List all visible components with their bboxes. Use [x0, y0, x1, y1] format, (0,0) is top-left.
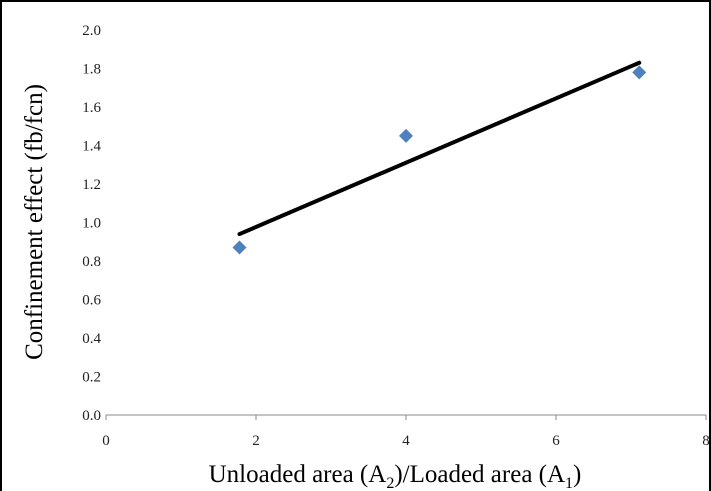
y-tick-label: 0.0	[82, 408, 101, 424]
data-point-diamond	[632, 65, 647, 80]
trendline	[237, 60, 642, 237]
x-tick-label: 2	[252, 433, 260, 449]
x-axis-title-subscript-2: 2	[386, 475, 394, 491]
y-axis-title: Confinement effect (fb/fcn)	[21, 84, 48, 360]
y-axis-ticks: 0.0 0.2 0.4 0.6 0.8 1.0 1.2 1.4 1.6 1.8 2.0	[82, 23, 101, 424]
x-axis-title: Unloaded area (A2)/Loaded area (A1)	[209, 461, 582, 491]
y-tick-label: 0.6	[82, 293, 101, 309]
x-axis-title-subscript-1: 1	[565, 475, 573, 491]
x-tick-label: 8	[702, 433, 710, 449]
y-tick-label: 1.2	[82, 177, 101, 193]
y-tick-label: 1.0	[82, 216, 101, 232]
x-axis-ticks: 0 2 4 6 8	[102, 415, 710, 449]
data-point-diamond	[399, 128, 413, 143]
x-axis-title-part-3: )	[573, 461, 581, 488]
y-tick-label: 1.8	[82, 62, 101, 78]
x-tick-label: 0	[102, 433, 110, 449]
data-points	[232, 65, 647, 255]
y-tick-label: 0.2	[82, 370, 101, 386]
y-tick-label: 2.0	[82, 23, 101, 39]
x-axis-title-part-1: Unloaded area (A	[209, 461, 387, 488]
y-tick-label: 0.8	[82, 254, 101, 270]
x-axis-title-part-2: )/Loaded area (A	[394, 461, 565, 488]
trendline-group	[237, 60, 642, 237]
data-point-diamond	[232, 240, 247, 255]
x-tick-label: 4	[402, 433, 410, 449]
y-tick-label: 0.4	[82, 331, 101, 347]
y-tick-label: 1.4	[82, 139, 101, 155]
x-tick-label: 6	[552, 433, 560, 449]
y-tick-label: 1.6	[82, 100, 101, 116]
